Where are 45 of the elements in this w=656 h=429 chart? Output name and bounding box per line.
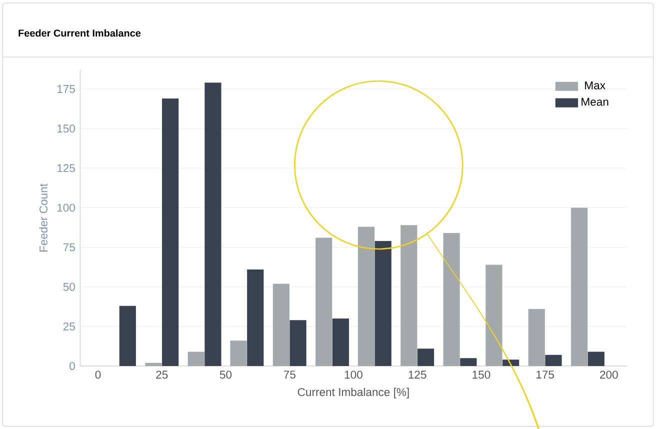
bar xyxy=(588,352,604,366)
x-tick-label: 150 xyxy=(472,370,490,379)
y-axis-title: Feeder Count xyxy=(39,184,48,252)
x-tick-label: 125 xyxy=(408,370,426,379)
bar xyxy=(460,358,477,366)
y-tick-label: 25 xyxy=(63,322,75,330)
bar xyxy=(417,348,434,366)
bar xyxy=(290,320,306,366)
y-tick-label: 125 xyxy=(57,164,75,172)
legend-label: Max xyxy=(585,81,606,90)
bar xyxy=(374,240,392,366)
y-tick-label: 175 xyxy=(57,85,75,93)
x-axis-title: Current Imbalance [%] xyxy=(298,388,409,398)
bar xyxy=(358,226,375,366)
x-tick-label: 75 xyxy=(284,370,296,379)
y-tick-label: 0 xyxy=(70,362,75,370)
bar xyxy=(247,269,264,366)
x-tick-label: 25 xyxy=(156,370,168,379)
bar xyxy=(145,362,162,366)
bar xyxy=(570,208,588,366)
x-tick-label: 100 xyxy=(344,370,362,379)
legend-label: Mean xyxy=(582,98,608,106)
bar xyxy=(443,233,460,366)
bar xyxy=(528,309,545,366)
bar xyxy=(545,354,562,366)
bar xyxy=(204,82,222,366)
bar xyxy=(230,340,247,366)
bar xyxy=(162,98,179,366)
x-tick-label: 0 xyxy=(95,370,101,379)
bar xyxy=(316,238,332,366)
y-tick-label: 150 xyxy=(57,124,75,133)
chart-title: Feeder Current Imbalance xyxy=(18,29,141,37)
y-tick-label: 75 xyxy=(63,243,75,252)
bar xyxy=(272,284,290,366)
y-tick-label: 100 xyxy=(57,204,75,212)
bar xyxy=(502,360,520,366)
bar xyxy=(332,318,349,366)
bar xyxy=(188,352,204,366)
x-tick-label: 50 xyxy=(220,370,232,379)
x-tick-label: 200 xyxy=(600,370,618,379)
bar xyxy=(400,225,418,366)
bar xyxy=(486,264,502,366)
bar xyxy=(119,306,136,366)
y-tick-label: 50 xyxy=(63,282,75,291)
x-tick-label: 175 xyxy=(536,370,554,379)
